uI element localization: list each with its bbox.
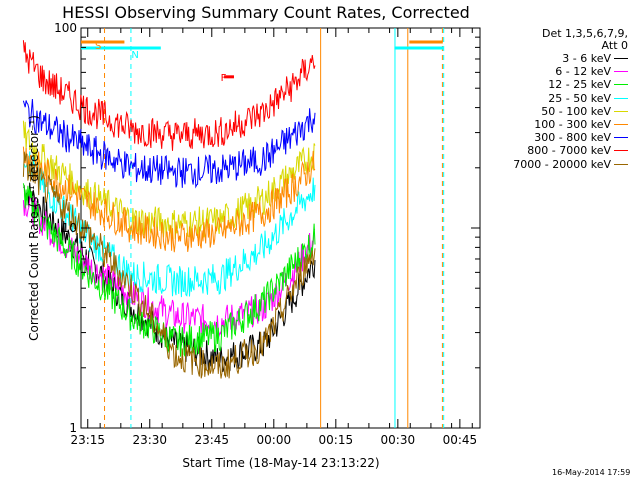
legend-entry: 100 - 300 keV	[478, 118, 634, 131]
legend-label: 3 - 6 keV	[562, 52, 611, 66]
legend-label: 100 - 300 keV	[534, 118, 611, 132]
series-line-1	[22, 192, 316, 338]
legend-entry: 12 - 25 keV	[478, 78, 634, 91]
x-tick-label: 23:15	[70, 433, 105, 447]
y-tick-label: 1	[69, 421, 77, 435]
legend-swatch	[614, 58, 628, 60]
y-tick-label: 100	[54, 21, 77, 35]
legend-entry: 25 - 50 keV	[478, 92, 634, 105]
legend-swatch	[614, 150, 628, 152]
x-tick-label: 00:30	[381, 433, 416, 447]
x-tick-label: 23:45	[194, 433, 229, 447]
y-tick-label: 10	[62, 221, 77, 235]
series-line-6	[22, 98, 316, 189]
legend-label: 25 - 50 keV	[548, 91, 611, 105]
legend-entry: 800 - 7000 keV	[478, 144, 634, 157]
legend-swatch	[614, 71, 628, 73]
legend-label: 7000 - 20000 keV	[513, 157, 611, 171]
x-axis: 23:15 23:30 23:45 00:00 00:15 00:30 00:45	[70, 28, 477, 447]
legend-swatch	[614, 137, 628, 139]
legend: Det 1,3,5,6,7,9, Att 0 3 - 6 keV 6 - 12 k…	[478, 28, 634, 171]
series-line-8	[22, 151, 316, 379]
x-axis-label: Start Time (18-May-14 23:13:22)	[182, 456, 379, 470]
chart-title: HESSI Observing Summary Count Rates, Cor…	[62, 3, 470, 22]
y-axis-label: Corrected Count Rate (s⁻¹ detector⁻¹)	[27, 115, 41, 341]
x-tick-label: 00:45	[443, 433, 478, 447]
annotations: S N F	[95, 41, 234, 84]
annotation-n: N	[131, 50, 138, 61]
legend-entry: 300 - 800 keV	[478, 131, 634, 144]
legend-rows: 3 - 6 keV 6 - 12 keV 12 - 25 keV 25 - 50 ke…	[478, 52, 634, 171]
legend-swatch	[614, 124, 628, 126]
legend-label: 12 - 25 keV	[548, 78, 611, 92]
legend-entry: 3 - 6 keV	[478, 52, 634, 65]
legend-label: 800 - 7000 keV	[527, 144, 611, 158]
state-lines	[81, 28, 445, 428]
series-line-7	[22, 40, 316, 151]
legend-entry: 6 - 12 keV	[478, 65, 634, 78]
legend-entry: 50 - 100 keV	[478, 105, 634, 118]
legend-header-detectors: Det 1,3,5,6,7,9,	[541, 27, 628, 40]
legend-swatch	[614, 84, 628, 86]
series-line-5	[22, 146, 316, 253]
series-line-2	[22, 183, 316, 357]
legend-label: 6 - 12 keV	[555, 65, 611, 79]
y-axis: 1 10 100	[54, 21, 480, 435]
legend-header-attenuator: Att 0	[601, 39, 628, 52]
series-line-4	[22, 120, 316, 239]
x-tick-label: 00:00	[257, 433, 292, 447]
annotation-f: F	[221, 73, 227, 84]
legend-label: 300 - 800 keV	[534, 131, 611, 145]
series-layer	[22, 40, 316, 379]
legend-swatch	[614, 97, 628, 99]
legend-swatch	[614, 163, 628, 165]
legend-label: 50 - 100 keV	[541, 104, 611, 118]
legend-entry: 7000 - 20000 keV	[478, 158, 634, 171]
legend-swatch	[614, 110, 628, 112]
x-tick-label: 00:15	[319, 433, 354, 447]
annotation-s: S	[95, 41, 101, 52]
x-tick-label: 23:30	[132, 433, 167, 447]
footer-timestamp: 16-May-2014 17:59	[552, 468, 631, 477]
